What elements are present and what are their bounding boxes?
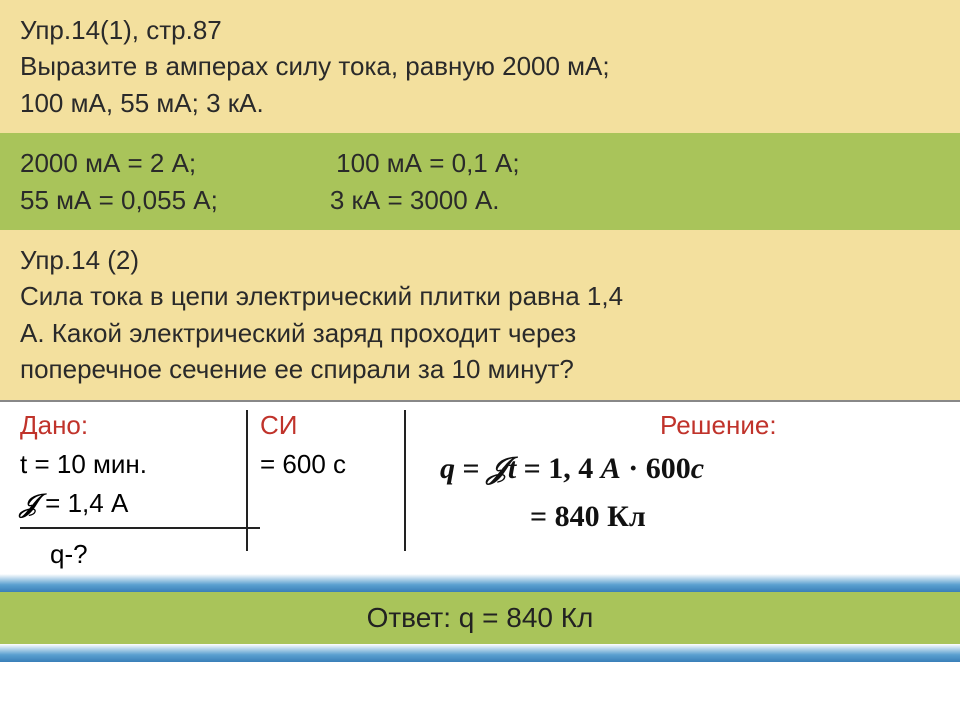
formula-line2: = 840 Кл [440,493,940,541]
problem1-statement: Упр.14(1), стр.87 Выразите в амперах сил… [0,0,960,133]
label-solution: Решение: [440,410,777,440]
conv-2r: 3 кА = 3000 А. [330,182,500,218]
given-I: 𝒥 = 1,4 А [20,484,260,523]
formula-line1: q = 𝒥t = 1, 4 A · 600c [440,445,940,493]
gradient-divider-bottom [0,644,960,662]
conv-1l: 2000 мА = 2 А; [20,145,196,181]
p1-line3: 100 мА, 55 мА; 3 кА. [20,85,940,121]
label-si: СИ [260,410,297,440]
answer-bar: Ответ: q = 840 Кл [0,592,960,644]
p1-line1: Упр.14(1), стр.87 [20,12,940,48]
p2-line4: поперечное сечение ее спирали за 10 мину… [20,351,940,387]
problem1-solution: 2000 мА = 2 А; 100 мА = 0,1 А; 55 мА = 0… [0,133,960,230]
vline-2 [404,410,406,551]
conv-2l: 55 мА = 0,055 А; [20,182,218,218]
p2-line3: А. Какой электрический заряд проходит че… [20,315,940,351]
si-t: = 600 с [260,445,400,484]
given-t: t = 10 мин. [20,445,260,484]
problem2-statement: Упр.14 (2) Сила тока в цепи электрически… [0,230,960,400]
gradient-divider [0,574,960,592]
label-given: Дано: [20,410,88,440]
p1-line2: Выразите в амперах силу тока, равную 200… [20,48,940,84]
solution-area: Дано: СИ Решение: t = 10 мин. 𝒥 = 1,4 А … [0,402,960,574]
p2-line2: Сила тока в цепи электрический плитки ра… [20,278,940,314]
conv-1r: 100 мА = 0,1 А; [336,145,519,181]
p2-line1: Упр.14 (2) [20,242,940,278]
answer-text: Ответ: q = 840 Кл [367,602,594,633]
current-symbol: 𝒥 [20,489,38,518]
given-I-rest: = 1,4 А [38,488,128,518]
find-q: q-? [20,527,260,574]
find-q-text: q-? [50,539,88,569]
